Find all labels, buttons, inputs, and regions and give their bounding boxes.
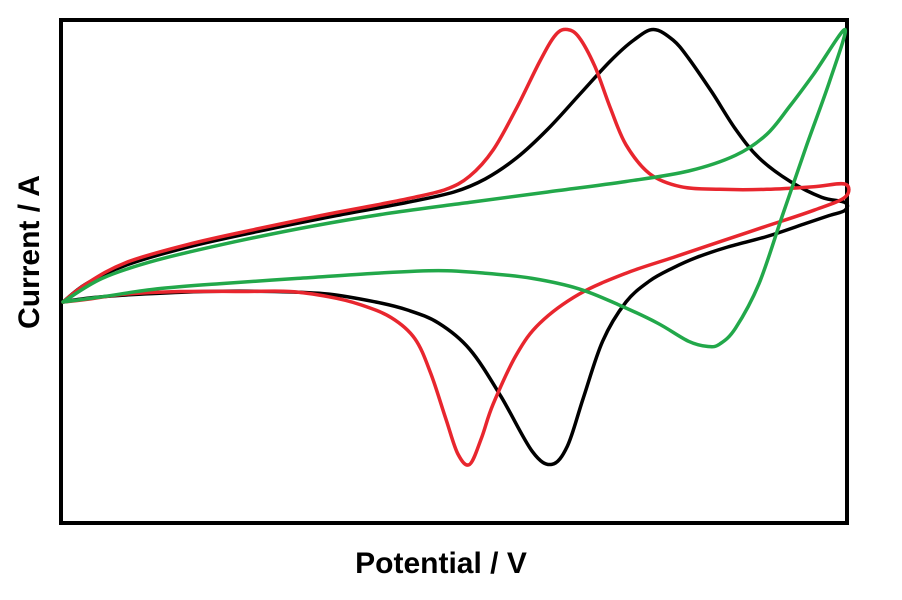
series-line-3 (61, 27, 848, 349)
y-axis-label: Current / A (13, 175, 46, 329)
trace-group (61, 27, 851, 467)
series-line-1 (61, 27, 850, 467)
x-axis-label: Potential / V (355, 547, 527, 580)
series-line-2 (61, 27, 851, 467)
